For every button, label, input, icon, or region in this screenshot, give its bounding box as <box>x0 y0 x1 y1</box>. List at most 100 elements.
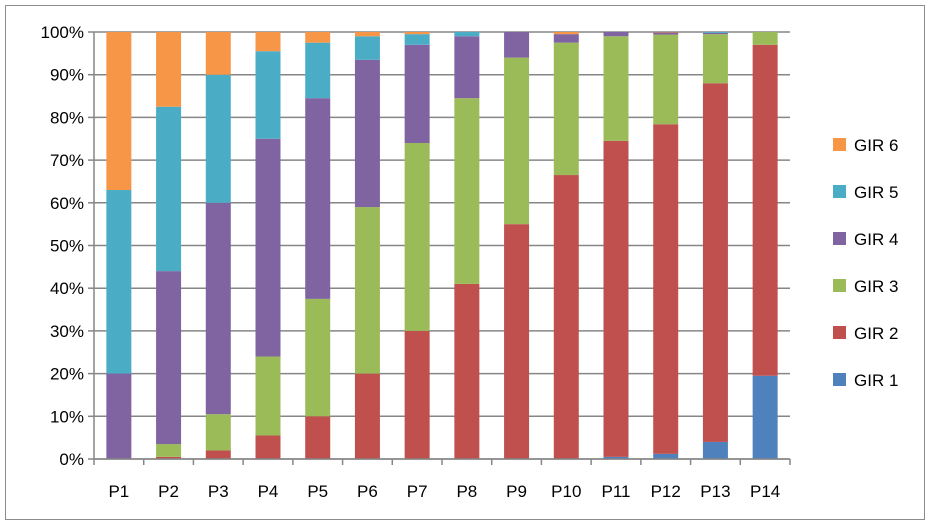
bar-segment-gir-2-p3 <box>205 450 231 459</box>
x-tick-label: P1 <box>108 482 129 501</box>
bar-segment-gir-5-p8 <box>454 32 480 37</box>
x-tick-label: P13 <box>700 482 730 501</box>
legend-label: GIR 3 <box>854 277 898 296</box>
x-tick-label: P2 <box>158 482 179 501</box>
legend-label: GIR 4 <box>854 230 898 249</box>
legend-label: GIR 2 <box>854 324 898 343</box>
bar-segment-gir-6-p6 <box>354 32 380 37</box>
x-tick-label: P14 <box>750 482 780 501</box>
legend-swatch <box>833 232 846 245</box>
bar-segment-gir-4-p4 <box>255 138 281 357</box>
bar-segment-gir-2-p6 <box>354 373 380 459</box>
x-tick-label: P6 <box>357 482 378 501</box>
x-tick-label: P9 <box>506 482 527 501</box>
bar-segment-gir-3-p6 <box>354 207 380 374</box>
x-tick-label: P8 <box>456 482 477 501</box>
bar-segment-gir-1-p14 <box>752 375 778 459</box>
bar-segment-gir-2-p8 <box>454 283 480 459</box>
legend-label: GIR 5 <box>854 183 898 202</box>
legend-swatch <box>833 185 846 198</box>
bar-segment-gir-3-p14 <box>752 32 778 45</box>
bar-segment-gir-6-p2 <box>156 32 182 107</box>
x-tick-label: P12 <box>651 482 681 501</box>
bar-segment-gir-5-p2 <box>156 106 182 272</box>
bar-segment-gir-1-p11 <box>603 456 629 459</box>
bar-segment-gir-2-p11 <box>603 140 629 457</box>
bar-segment-gir-3-p8 <box>454 98 480 284</box>
bar-segment-gir-2-p13 <box>702 83 728 442</box>
x-tick-label: P3 <box>208 482 229 501</box>
bar-segment-gir-2-p7 <box>404 330 430 459</box>
bar-segment-gir-3-p13 <box>702 34 728 84</box>
y-axis-ticks: 0% 10% 20% 30% 40% 50% 60% 70% 80% 90% 100% <box>41 23 94 469</box>
x-tick-label: P5 <box>307 482 328 501</box>
bar-segment-gir-2-p12 <box>653 124 679 454</box>
x-tick-label: P7 <box>407 482 428 501</box>
bar-segment-gir-4-p12 <box>653 32 679 35</box>
bar-segment-gir-6-p4 <box>255 32 281 52</box>
bar-segment-gir-2-p14 <box>752 44 778 376</box>
bar-segment-gir-4-p3 <box>205 202 231 415</box>
bars <box>106 32 778 460</box>
bar-segment-gir-1-p13 <box>702 441 728 459</box>
bar-segment-gir-4-p2 <box>156 271 182 445</box>
bar-segment-gir-3-p4 <box>255 356 281 436</box>
x-tick-label: P11 <box>602 482 631 501</box>
bar-segment-gir-4-p11 <box>603 32 629 37</box>
legend-label: GIR 1 <box>854 371 898 390</box>
bar-segment-gir-4-p13 <box>702 32 728 35</box>
legend-label: GIR 6 <box>854 136 898 155</box>
bar-segment-gir-6-p7 <box>404 32 430 35</box>
legend-swatch <box>833 326 846 339</box>
bar-segment-gir-5-p1 <box>106 189 132 374</box>
y-tick-label: 50% <box>50 237 84 256</box>
x-tick-label: P4 <box>258 482 279 501</box>
bar-segment-gir-4-p8 <box>454 36 480 99</box>
bar-segment-gir-3-p2 <box>156 444 182 457</box>
bar-segment-gir-4-p6 <box>354 59 380 208</box>
bar-segment-gir-3-p9 <box>504 57 530 225</box>
bar-segment-gir-5-p6 <box>354 36 380 60</box>
bar-segment-gir-4-p7 <box>404 44 430 144</box>
bar-segment-gir-4-p9 <box>504 32 530 58</box>
bar-segment-gir-2-p10 <box>553 175 579 460</box>
bar-segment-gir-2-p9 <box>504 224 530 459</box>
bar-segment-gir-5-p7 <box>404 34 430 45</box>
y-tick-label: 20% <box>50 365 84 384</box>
bar-segment-gir-2-p2 <box>156 456 182 459</box>
y-tick-label: 90% <box>50 66 84 85</box>
bar-segment-gir-4-p10 <box>553 34 579 43</box>
gridlines <box>94 31 790 460</box>
bar-segment-gir-4-p5 <box>305 98 331 299</box>
bar-segment-gir-6-p3 <box>205 32 231 75</box>
bar-segment-gir-3-p3 <box>205 414 231 451</box>
bar-segment-gir-5-p3 <box>205 74 231 203</box>
bar-segment-gir-2-p5 <box>305 416 331 459</box>
y-tick-label: 0% <box>59 450 84 469</box>
y-tick-label: 70% <box>50 151 84 170</box>
bar-segment-gir-3-p11 <box>603 36 629 141</box>
y-tick-label: 80% <box>50 108 84 127</box>
bar-segment-gir-5-p4 <box>255 51 281 139</box>
legend-swatch <box>833 138 846 151</box>
bar-segment-gir-6-p10 <box>553 32 579 35</box>
bar-segment-gir-3-p10 <box>553 42 579 176</box>
bar-segment-gir-3-p12 <box>653 34 679 125</box>
bar-segment-gir-1-p12 <box>653 453 679 459</box>
x-tick-label: P10 <box>551 482 581 501</box>
bar-segment-gir-6-p5 <box>305 32 331 43</box>
bar-segment-gir-5-p5 <box>305 42 331 99</box>
legend-swatch <box>833 279 846 292</box>
bar-segment-gir-5-p13 <box>702 32 728 33</box>
bar-segment-gir-4-p1 <box>106 373 132 459</box>
y-tick-label: 100% <box>41 23 84 42</box>
y-tick-label: 10% <box>50 407 84 426</box>
bar-segment-gir-2-p4 <box>255 435 281 459</box>
x-axis-ticks: P1 P2 P3 P4 P5 P6 P7 P8 P9 P10 P11 P12 P13 P14 <box>93 459 791 501</box>
bar-segment-gir-3-p5 <box>305 298 331 417</box>
legend: GIR 6 GIR 5 GIR 4 GIR 3 GIR 2 GIR 1 <box>833 136 898 390</box>
bar-segment-gir-6-p1 <box>106 32 132 190</box>
legend-swatch <box>833 373 846 386</box>
y-tick-label: 30% <box>50 322 84 341</box>
